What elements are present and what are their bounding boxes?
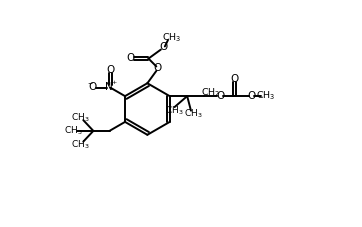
- Text: O: O: [159, 42, 168, 52]
- Text: CH$_3$: CH$_3$: [184, 108, 202, 120]
- Text: $^-$: $^-$: [86, 80, 94, 89]
- Text: $^+$: $^+$: [110, 79, 118, 88]
- Text: CH$_3$: CH$_3$: [256, 90, 275, 102]
- Text: O: O: [127, 53, 135, 63]
- Text: CH$_3$: CH$_3$: [64, 125, 83, 137]
- Text: CH$_3$: CH$_3$: [71, 111, 90, 124]
- Text: CH$_2$: CH$_2$: [201, 86, 220, 99]
- Text: O: O: [216, 91, 224, 101]
- Text: O: O: [247, 91, 256, 101]
- Text: N: N: [105, 82, 113, 92]
- Text: O: O: [88, 82, 96, 92]
- Text: CH$_3$: CH$_3$: [71, 138, 90, 151]
- Text: CH$_3$: CH$_3$: [162, 32, 182, 44]
- Text: O: O: [230, 74, 239, 84]
- Text: O: O: [106, 65, 115, 75]
- Text: CH$_3$: CH$_3$: [165, 104, 184, 117]
- Text: O: O: [153, 63, 161, 73]
